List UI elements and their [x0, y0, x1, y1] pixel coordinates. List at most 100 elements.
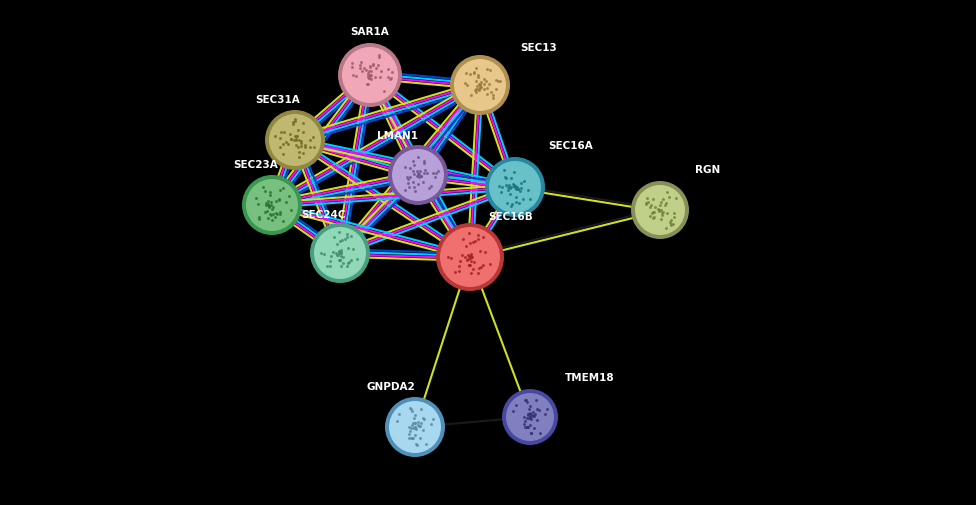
Point	[360, 73, 376, 81]
Point	[478, 77, 494, 85]
Point	[283, 206, 299, 214]
Point	[468, 237, 483, 245]
Text: SEC31A: SEC31A	[256, 95, 300, 105]
Point	[402, 165, 418, 173]
Point	[331, 247, 346, 255]
Point	[333, 246, 348, 255]
Point	[305, 133, 320, 141]
Point	[416, 159, 431, 167]
Point	[263, 188, 278, 196]
Point	[522, 409, 538, 417]
Point	[443, 254, 459, 262]
Point	[263, 191, 278, 199]
Point	[409, 440, 425, 448]
Point	[514, 195, 530, 204]
Point	[452, 257, 468, 265]
Point	[667, 210, 682, 218]
Point	[288, 117, 304, 125]
Point	[410, 418, 426, 426]
Point	[419, 440, 434, 448]
Point	[655, 194, 671, 203]
Circle shape	[314, 227, 366, 279]
Point	[520, 410, 536, 418]
Point	[256, 183, 271, 191]
Point	[470, 85, 486, 93]
Point	[278, 138, 294, 146]
Point	[488, 76, 504, 84]
Point	[264, 201, 279, 209]
Point	[509, 183, 525, 191]
Point	[497, 173, 512, 181]
Point	[662, 218, 677, 226]
Point	[291, 153, 306, 161]
Point	[400, 174, 416, 182]
Circle shape	[489, 161, 541, 213]
Point	[461, 252, 476, 260]
Point	[363, 71, 379, 79]
Point	[479, 84, 495, 92]
Point	[288, 132, 304, 140]
Point	[473, 78, 489, 86]
Point	[511, 199, 527, 208]
Point	[325, 247, 341, 256]
Point	[643, 201, 659, 210]
Point	[329, 239, 345, 247]
Point	[409, 425, 425, 433]
Point	[328, 248, 344, 257]
Point	[358, 66, 374, 74]
Point	[251, 213, 266, 221]
Point	[333, 249, 348, 258]
Point	[403, 434, 419, 442]
Point	[406, 424, 422, 432]
Point	[270, 195, 286, 204]
Point	[407, 431, 423, 439]
Point	[340, 259, 355, 267]
Point	[481, 80, 497, 88]
Point	[402, 427, 418, 435]
Point	[316, 250, 332, 258]
Point	[502, 181, 517, 189]
Point	[365, 61, 381, 69]
Point	[407, 423, 423, 431]
Point	[520, 186, 536, 194]
Point	[494, 182, 509, 190]
Point	[264, 211, 279, 219]
Text: GNPDA2: GNPDA2	[366, 382, 415, 392]
Point	[416, 426, 431, 434]
Point	[482, 66, 498, 74]
Point	[459, 242, 474, 250]
Point	[344, 60, 359, 68]
Point	[462, 262, 477, 270]
Point	[356, 64, 372, 72]
Point	[337, 235, 352, 243]
Point	[371, 51, 386, 59]
Point	[372, 73, 387, 81]
Point	[463, 254, 478, 262]
Circle shape	[388, 145, 448, 205]
Point	[476, 75, 492, 83]
Point	[467, 69, 482, 77]
Circle shape	[392, 149, 444, 201]
Point	[499, 180, 514, 188]
Point	[268, 209, 284, 217]
Point	[463, 252, 478, 261]
Point	[476, 248, 492, 256]
Point	[296, 149, 311, 157]
Point	[298, 143, 313, 152]
Point	[655, 208, 671, 216]
Point	[653, 215, 669, 223]
Point	[500, 183, 515, 191]
Point	[507, 182, 522, 190]
Point	[508, 192, 524, 200]
Point	[417, 166, 432, 174]
Point	[326, 233, 342, 241]
Point	[471, 264, 487, 272]
Point	[508, 182, 523, 190]
Circle shape	[310, 223, 370, 283]
Circle shape	[631, 181, 689, 239]
Circle shape	[450, 55, 510, 115]
Point	[475, 233, 491, 241]
Point	[508, 181, 523, 189]
Point	[275, 150, 291, 159]
Point	[361, 74, 377, 82]
